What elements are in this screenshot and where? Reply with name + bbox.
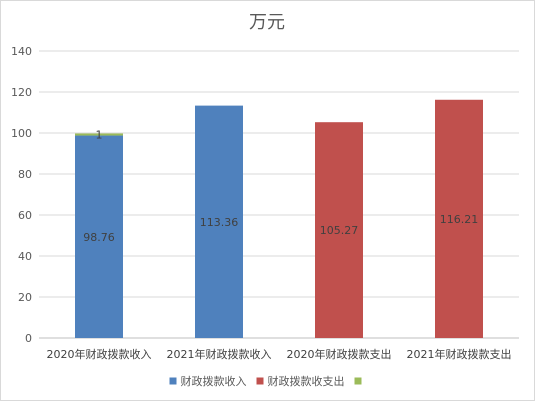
x-tick-label: 2021年财政拨款收入 xyxy=(167,347,272,361)
legend: 财政拨款收入 财政拨款收支出 xyxy=(169,374,362,388)
legend-swatch xyxy=(256,377,264,385)
chart-title: 万元 xyxy=(249,12,285,33)
y-tick-label: 80 xyxy=(18,168,32,181)
legend-swatch xyxy=(169,377,177,385)
y-tick-label: 40 xyxy=(18,250,32,263)
bar xyxy=(75,135,123,338)
data-label: 116.21 xyxy=(440,213,479,226)
legend-label: 财政拨款收支出 xyxy=(268,374,345,388)
legend-label: 财政拨款收入 xyxy=(181,374,247,388)
bar xyxy=(75,133,123,136)
x-tick-label: 2021年财政拨款支出 xyxy=(407,347,512,361)
bar xyxy=(315,122,363,338)
y-tick-label: 20 xyxy=(18,291,32,304)
bar xyxy=(195,105,243,338)
data-label: 105.27 xyxy=(320,224,359,237)
x-tick-label: 2020年财政拨款收入 xyxy=(47,347,152,361)
x-tick-label: 2020年财政拨款支出 xyxy=(287,347,392,361)
bar xyxy=(435,99,483,338)
y-tick-label: 60 xyxy=(18,209,32,222)
y-axis: 0 20 40 60 80 100 120 140 xyxy=(11,45,32,345)
bars: 98.76 1 113.36 105.27 116.21 xyxy=(75,99,483,338)
y-tick-label: 100 xyxy=(11,127,32,140)
y-tick-label: 120 xyxy=(11,86,32,99)
data-label: 98.76 xyxy=(83,231,115,244)
legend-swatch xyxy=(354,377,362,385)
data-label: 1 xyxy=(96,129,103,142)
y-tick-label: 140 xyxy=(11,45,32,58)
x-axis: 2020年财政拨款收入 2021年财政拨款收入 2020年财政拨款支出 2021年财政… xyxy=(47,347,512,361)
data-label: 113.36 xyxy=(200,216,239,229)
y-tick-label: 0 xyxy=(25,332,32,345)
